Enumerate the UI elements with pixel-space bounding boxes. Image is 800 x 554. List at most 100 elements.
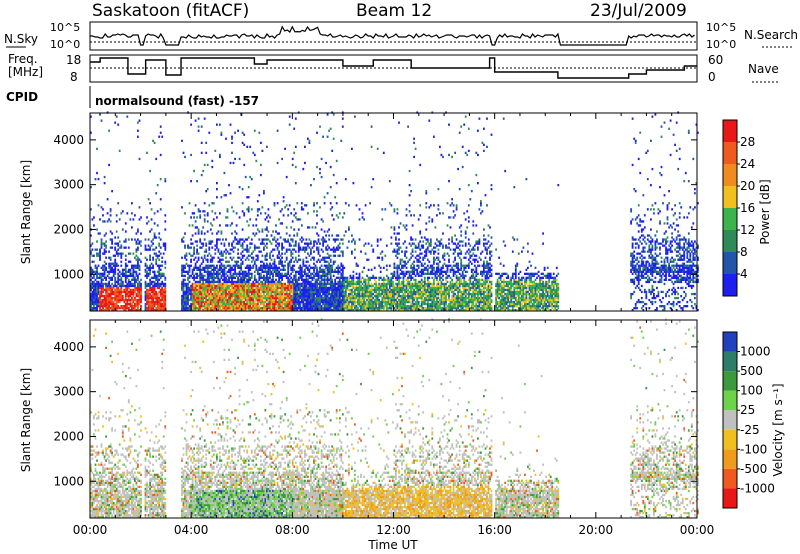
echo-cell [97,272,100,275]
echo-cell [250,238,253,241]
echo-cell [291,266,294,269]
echo-cell [247,196,250,199]
echo-cell [196,296,198,300]
echo-cell [325,248,327,251]
echo-cell [146,216,148,219]
echo-cell [93,270,95,273]
echo-cell [229,276,232,279]
echo-cell [270,302,273,306]
echo-cell [338,286,341,290]
echo-cell [158,244,161,247]
echo-cell [214,298,217,302]
echo-cell [346,294,349,298]
echo-cell [232,274,235,277]
echo-cell [379,292,382,296]
echo-cell [270,298,273,302]
echo-cell [137,274,139,277]
echo-cell [100,244,103,247]
echo-cell [379,284,382,288]
echo-cell [355,264,358,267]
echo-cell [300,272,303,275]
echo-cell [311,278,314,281]
echo-cell [300,284,303,288]
echo-cell [182,240,185,243]
echo-cell [253,302,256,306]
echo-cell [237,284,239,288]
echo-cell [408,280,411,284]
echo-cell [307,298,309,302]
echo-cell [228,268,230,271]
echo-cell [225,137,227,140]
echo-cell [211,256,214,259]
echo-cell [291,294,294,298]
echo-cell [194,309,197,312]
echo-cell [229,292,232,296]
echo-cell [237,290,239,294]
echo-cell [225,252,227,255]
echo-cell [423,292,426,296]
echo-cell [314,240,317,243]
echo-cell [258,309,261,312]
echo-cell [197,302,200,306]
echo-cell [328,268,330,271]
echo-cell [408,294,411,298]
echo-cell [246,248,249,251]
echo-cell [337,270,340,273]
echo-cell [378,278,381,281]
echo-cell [220,284,223,288]
echo-cell [317,286,320,290]
echo-cell [114,246,117,249]
echo-cell [103,268,106,271]
echo-cell [118,246,121,249]
echo-cell [134,305,136,308]
echo-cell [97,296,100,300]
echo-cell [129,298,132,302]
echo-cell [405,266,408,269]
echo-cell [152,296,154,300]
echo-cell [152,307,154,310]
echo-cell [263,292,265,296]
echo-cell [329,282,332,286]
echo-cell [260,276,262,279]
echo-cell [185,286,188,290]
echo-cell [379,300,382,304]
echo-cell [326,256,329,259]
echo-cell [276,302,279,306]
echo-cell [269,296,271,300]
echo-cell [314,272,317,275]
echo-cell [338,280,341,284]
echo-cell [190,258,192,261]
echo-cell [209,228,212,231]
echo-cell [290,258,293,261]
echo-cell [103,274,106,277]
echo-cell [153,300,156,304]
echo-cell [112,305,115,308]
echo-cell [307,282,309,286]
echo-cell [299,272,302,275]
echo-cell [252,266,255,269]
echo-cell [261,286,264,290]
echo-cell [209,274,212,277]
echo-cell [226,286,229,290]
echo-cell [302,246,305,249]
echo-cell [240,286,242,290]
echo-cell [348,226,350,229]
echo-cell [237,292,239,296]
echo-cell [153,234,156,237]
echo-cell [225,300,227,304]
echo-cell [337,302,340,306]
echo-cell [302,280,305,284]
echo-cell [376,302,379,306]
echo-cell [335,214,338,217]
echo-cell [338,212,341,215]
echo-cell [181,282,183,286]
echo-cell [352,270,355,273]
echo-cell [129,284,132,288]
echo-cell [234,290,236,294]
echo-cell [235,264,238,267]
echo-cell [419,232,422,235]
echo-cell [237,129,239,132]
echo-cell [343,294,346,298]
echo-cell [282,266,285,269]
echo-cell [153,290,156,294]
